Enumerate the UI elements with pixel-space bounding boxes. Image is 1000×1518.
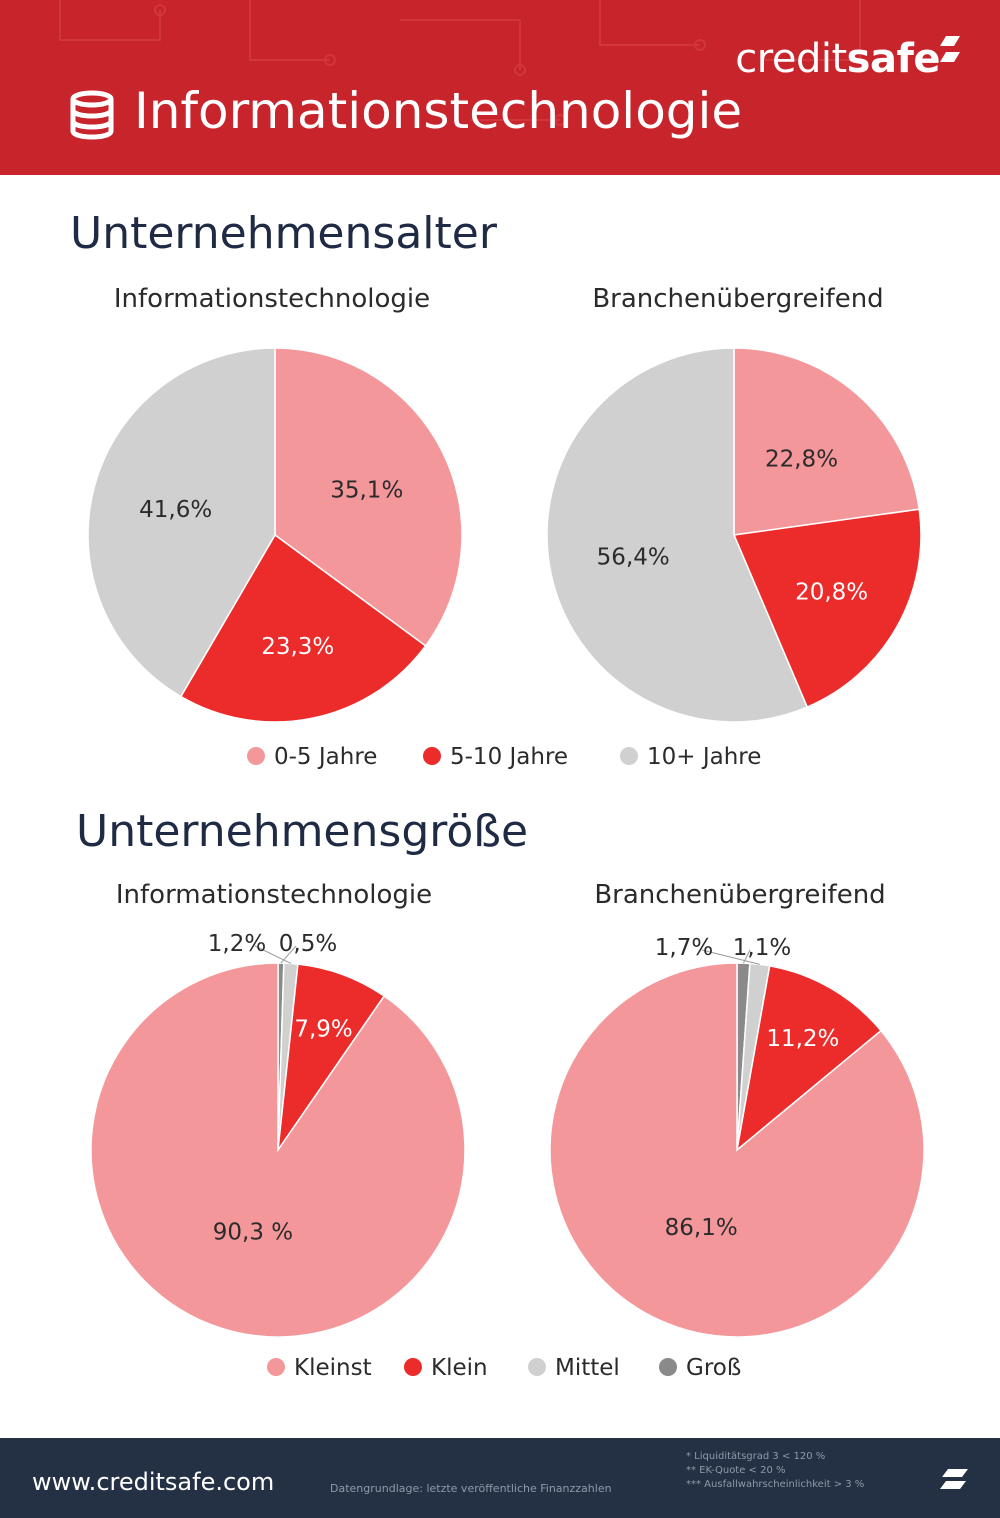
- pie-charts: 35,1% 23,3% 41,6% 22,8% 20,8% 56,4% 90,3 % 7,9%…: [87, 347, 925, 1381]
- legend-swatch: [267, 1358, 285, 1376]
- footer-data-source: Datengrundlage: letzte veröffentliche Fi…: [330, 1482, 612, 1495]
- logo-text-bold: safe: [846, 36, 941, 82]
- pie-slice-kleinst[interactable]: [90, 962, 466, 1338]
- legend-label: 10+ Jahre: [647, 744, 761, 770]
- circuit-pattern: [59, 0, 861, 126]
- pie-slice-5-10-jahre[interactable]: [732, 508, 922, 709]
- creditsafe-mark-icon: [940, 36, 960, 62]
- pie-data-label: 35,1%: [330, 478, 403, 504]
- pie-2: 22,8% 20,8% 56,4%: [546, 347, 922, 723]
- header-title: Informationstechnologie: [134, 82, 743, 140]
- database-icon: [70, 90, 114, 140]
- pie-leader-line: [743, 949, 751, 964]
- pie-title-size-it: Informationstechnologie: [115, 880, 433, 910]
- legend-swatch: [423, 747, 441, 765]
- pie-slice-0-5-jahre[interactable]: [274, 347, 463, 647]
- footer-note: *** Ausfallwahrscheinlichkeit > 3 %: [686, 1479, 865, 1490]
- legend-swatch: [659, 1358, 677, 1376]
- pie-slice-10-jahre[interactable]: [87, 347, 276, 698]
- pie-data-label: 23,3%: [261, 634, 334, 660]
- pie-leader-line: [254, 945, 292, 964]
- pie-leader-line: [280, 945, 297, 964]
- pie-data-label: 22,8%: [765, 446, 838, 472]
- legend-swatch: [404, 1358, 422, 1376]
- pie-slice-klein[interactable]: [277, 963, 386, 1151]
- footer-bar: www.creditsafe.com Datengrundlage: letzt…: [0, 1438, 1000, 1518]
- legend-size: Kleinst Klein Mittel Groß: [267, 1355, 741, 1381]
- pie-leader-line: [701, 949, 760, 965]
- pie-title-age-it: Informationstechnologie: [113, 284, 431, 314]
- pie-slice-0-5-jahre[interactable]: [733, 347, 921, 536]
- pie-data-label: 1,1%: [733, 935, 791, 961]
- legend-label: 0-5 Jahre: [274, 744, 377, 770]
- pie-data-label: 56,4%: [597, 545, 670, 571]
- pie-data-label: 41,6%: [139, 497, 212, 523]
- pie-slice-5-10-jahre[interactable]: [179, 533, 427, 723]
- pie-data-label: 11,2%: [766, 1026, 839, 1052]
- legend-label: Mittel: [555, 1355, 620, 1381]
- pie-data-label: 1,7%: [655, 935, 713, 961]
- pie-slice-kleinst[interactable]: [549, 962, 925, 1338]
- legend-label: Klein: [431, 1355, 488, 1381]
- pie-data-label: 7,9%: [294, 1016, 352, 1042]
- pie-data-label: 0,5%: [279, 931, 337, 957]
- pie-slice-10-jahre[interactable]: [546, 347, 809, 723]
- header-banner: creditsafe Informationstechnologie: [0, 0, 1000, 175]
- creditsafe-mark-icon: [940, 1469, 968, 1489]
- legend-swatch: [528, 1358, 546, 1376]
- pie-title-size-all: Branchenübergreifend: [594, 880, 886, 910]
- section-title-size: Unternehmensgröße: [76, 806, 529, 857]
- pie-4: 86,1% 11,2% 1,7% 1,1%: [549, 935, 925, 1338]
- pie-3: 90,3 % 7,9% 1,2% 0,5%: [90, 931, 466, 1338]
- legend-label: Kleinst: [294, 1355, 372, 1381]
- footer-notes: * Liquiditätsgrad 3 < 120 % ** EK-Quote …: [686, 1450, 864, 1492]
- pie-data-label: 90,3 %: [213, 1219, 293, 1245]
- footer-website-link[interactable]: www.creditsafe.com: [32, 1468, 275, 1496]
- legend-swatch: [247, 747, 265, 765]
- footer-note: ** EK-Quote < 20 %: [686, 1465, 786, 1476]
- footer-note: * Liquiditätsgrad 3 < 120 %: [686, 1451, 826, 1462]
- pie-data-label: 86,1%: [665, 1215, 738, 1241]
- legend-swatch: [620, 747, 638, 765]
- logo-text-regular: credit: [735, 36, 847, 82]
- pie-slice-klein[interactable]: [735, 965, 883, 1152]
- creditsafe-logo[interactable]: creditsafe: [735, 36, 940, 82]
- legend-label: Groß: [686, 1355, 741, 1381]
- legend-label: 5-10 Jahre: [450, 744, 568, 770]
- pie-data-label: 1,2%: [208, 931, 266, 957]
- pie-data-label: 20,8%: [795, 579, 868, 605]
- pie-1: 35,1% 23,3% 41,6%: [87, 347, 463, 723]
- legend-age: 0-5 Jahre 5-10 Jahre 10+ Jahre: [247, 744, 761, 770]
- pie-title-age-all: Branchenübergreifend: [592, 284, 884, 314]
- section-title-age: Unternehmensalter: [70, 208, 497, 259]
